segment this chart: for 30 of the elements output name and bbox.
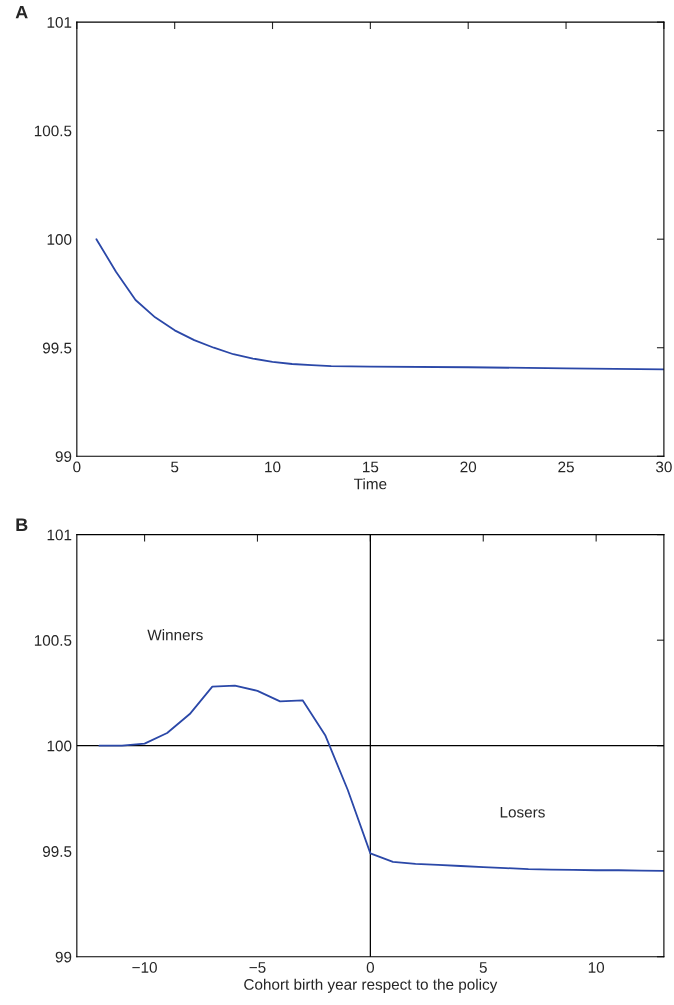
- line-series: [95, 238, 664, 371]
- x-axis-title: Time: [354, 478, 387, 490]
- y-tick-label: 100.5: [34, 635, 72, 646]
- y-tick-label: 99: [55, 951, 72, 963]
- line-series: [98, 684, 664, 872]
- annotation: Losers: [500, 806, 545, 818]
- x-tick-label: 30: [655, 461, 672, 473]
- x-tick-label: 10: [265, 461, 281, 473]
- y-tick-label: 100: [47, 740, 72, 752]
- x-tick-label: 10: [588, 962, 605, 973]
- x-tick-label: 25: [558, 461, 574, 473]
- y-tick-label: 100.5: [34, 125, 72, 137]
- x-tick-label: −5: [249, 962, 266, 973]
- y-tick-label: 101: [47, 529, 72, 541]
- x-tick-label: 0: [366, 962, 375, 973]
- annotation: Winners: [147, 629, 203, 641]
- x-tick-label: −10: [132, 962, 157, 973]
- y-tick-label: 99.5: [42, 342, 72, 354]
- x-axis-title: Cohort birth year respect to the policy: [244, 978, 498, 993]
- x-tick-label: 5: [171, 461, 179, 473]
- y-tick-label: 101: [47, 16, 72, 28]
- x-tick-label: 5: [479, 962, 487, 973]
- x-tick-label: 0: [73, 461, 81, 473]
- y-tick-label: 99.5: [42, 846, 72, 857]
- x-tick-label: 20: [460, 461, 477, 473]
- x-tick-label: 15: [363, 461, 379, 473]
- chart-title: B: [16, 518, 28, 531]
- y-tick-label: 100: [47, 234, 72, 245]
- chart-title: A: [15, 5, 28, 19]
- y-tick-label: 99: [55, 451, 72, 462]
